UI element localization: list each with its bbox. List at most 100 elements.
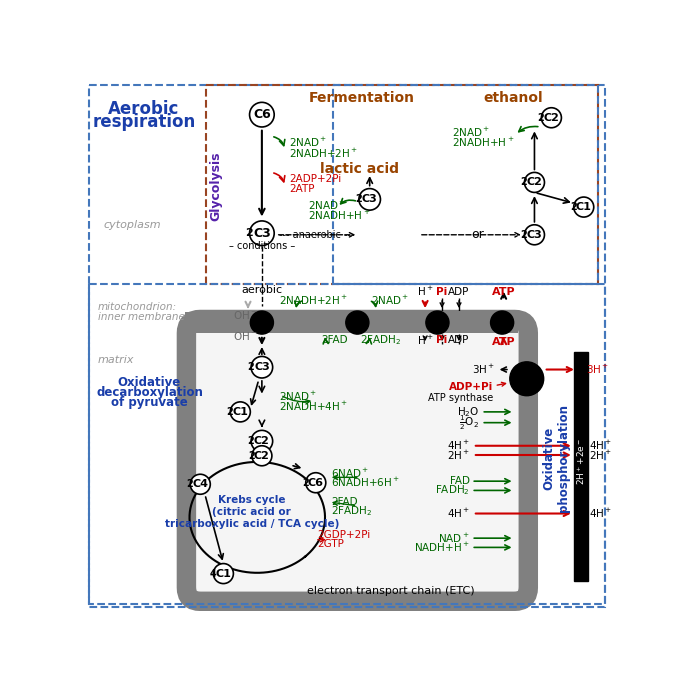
Text: ADP: ADP <box>448 335 470 345</box>
Text: H$^+$: H$^+$ <box>417 285 433 298</box>
Circle shape <box>491 311 514 334</box>
Text: 4: 4 <box>210 569 217 578</box>
Text: 4H$^+$: 4H$^+$ <box>589 507 613 520</box>
Text: NADH+H$^+$: NADH+H$^+$ <box>414 541 470 554</box>
Circle shape <box>525 225 544 245</box>
Text: 2: 2 <box>538 113 544 123</box>
Text: 2: 2 <box>248 451 255 461</box>
Text: C2: C2 <box>254 436 270 446</box>
Text: mitochondrion:: mitochondrion: <box>98 302 177 312</box>
Text: 2: 2 <box>570 202 577 212</box>
Text: decarboxylation: decarboxylation <box>96 386 203 399</box>
Text: $\frac{1}{2}$O$_2$: $\frac{1}{2}$O$_2$ <box>459 414 479 432</box>
Text: H$^+$: H$^+$ <box>417 333 433 347</box>
Text: C1: C1 <box>576 202 592 212</box>
Text: 4H$^+$: 4H$^+$ <box>589 439 613 452</box>
Text: 2FAD: 2FAD <box>322 335 349 345</box>
Text: ADP: ADP <box>448 287 470 297</box>
Text: 2GTP: 2GTP <box>318 539 344 549</box>
Text: C3: C3 <box>362 194 378 204</box>
Circle shape <box>510 362 544 396</box>
Text: 2NAD$^+$: 2NAD$^+$ <box>371 294 410 307</box>
Text: 2H$^+$: 2H$^+$ <box>447 449 470 462</box>
Text: or: or <box>471 228 484 241</box>
Text: 2: 2 <box>521 230 527 240</box>
Text: C2: C2 <box>527 178 542 187</box>
Text: OH$^-$: OH$^-$ <box>232 309 257 321</box>
Text: ADP+Pi: ADP+Pi <box>449 382 493 392</box>
Text: lactic acid: lactic acid <box>320 162 399 176</box>
Bar <box>200 311 515 339</box>
Text: Oxidative
phosphorylation: Oxidative phosphorylation <box>542 404 570 512</box>
Text: FADH$_2$: FADH$_2$ <box>435 484 470 497</box>
Text: C3: C3 <box>254 362 269 372</box>
Text: C1: C1 <box>232 407 248 417</box>
Text: 2: 2 <box>246 228 253 238</box>
Text: 2: 2 <box>227 407 234 417</box>
Text: 2ADP+2Pi: 2ADP+2Pi <box>289 174 341 184</box>
Circle shape <box>213 564 234 584</box>
Text: H$_2$O: H$_2$O <box>456 405 479 418</box>
Text: 3H$^+$: 3H$^+$ <box>471 363 494 376</box>
Text: of pyruvate: of pyruvate <box>111 396 188 409</box>
Text: 2NADH+4H$^+$: 2NADH+4H$^+$ <box>279 400 348 413</box>
Circle shape <box>525 172 544 193</box>
Bar <box>185 311 517 333</box>
Text: 2H$^+$+2e$^-$: 2H$^+$+2e$^-$ <box>575 438 587 485</box>
Text: Oxidative: Oxidative <box>118 376 181 389</box>
Text: aerobic: aerobic <box>241 285 282 295</box>
Text: 2NAD$^+$: 2NAD$^+$ <box>308 199 347 212</box>
Text: 2: 2 <box>521 178 527 187</box>
Text: --- anaerobic ---: --- anaerobic --- <box>279 230 354 240</box>
Text: 2NAD$^+$: 2NAD$^+$ <box>452 126 490 139</box>
Text: OH$^-$: OH$^-$ <box>232 331 257 342</box>
FancyBboxPatch shape <box>186 320 528 602</box>
Circle shape <box>359 189 380 210</box>
Text: 2FADH$_2$: 2FADH$_2$ <box>331 504 372 518</box>
Text: 2NADH+2H$^+$: 2NADH+2H$^+$ <box>279 294 348 307</box>
Circle shape <box>250 221 274 246</box>
Circle shape <box>542 108 561 128</box>
Text: 2: 2 <box>302 477 309 488</box>
Text: 2FAD: 2FAD <box>331 497 358 507</box>
Circle shape <box>573 197 594 217</box>
Text: – conditions –: – conditions – <box>229 241 295 251</box>
Text: cytoplasm: cytoplasm <box>104 220 161 230</box>
Text: inner membrane: inner membrane <box>98 312 185 322</box>
Text: 2: 2 <box>248 362 255 372</box>
Text: Glycolysis: Glycolysis <box>209 152 222 221</box>
Text: 3H$^+$: 3H$^+$ <box>586 363 609 376</box>
Circle shape <box>346 311 369 334</box>
Text: 2NAD$^+$: 2NAD$^+$ <box>289 136 327 149</box>
Circle shape <box>250 311 274 334</box>
Text: matrix: matrix <box>98 355 134 364</box>
Text: 2NAD$^+$: 2NAD$^+$ <box>279 390 317 403</box>
Text: 2ATP: 2ATP <box>289 185 314 194</box>
Circle shape <box>252 446 272 466</box>
Text: 2NADH+H$^+$: 2NADH+H$^+$ <box>308 209 371 222</box>
Circle shape <box>251 357 273 378</box>
Bar <box>575 352 588 581</box>
Text: C1: C1 <box>215 569 232 578</box>
Circle shape <box>306 473 326 493</box>
Text: 4H$^+$: 4H$^+$ <box>447 507 470 520</box>
Text: FAD: FAD <box>450 476 470 486</box>
Text: C6: C6 <box>308 477 324 488</box>
Text: C6: C6 <box>253 108 271 121</box>
Text: 2NADH+H$^+$: 2NADH+H$^+$ <box>452 136 515 149</box>
Text: 2FADH$_2$: 2FADH$_2$ <box>359 333 401 347</box>
Text: 2NADH+2H$^+$: 2NADH+2H$^+$ <box>289 147 358 160</box>
Text: respiration: respiration <box>93 113 196 131</box>
Text: 4H$^+$: 4H$^+$ <box>447 439 470 452</box>
Text: electron transport chain (ETC): electron transport chain (ETC) <box>307 586 475 595</box>
Text: 2: 2 <box>187 480 193 489</box>
Text: 2: 2 <box>355 194 362 204</box>
Text: ATP: ATP <box>492 337 515 347</box>
Text: Aerobic: Aerobic <box>108 100 180 118</box>
Text: Fermentation: Fermentation <box>309 91 415 105</box>
Circle shape <box>250 102 274 127</box>
Text: C3: C3 <box>253 227 271 239</box>
Text: 2H$^+$: 2H$^+$ <box>589 449 613 462</box>
Circle shape <box>426 311 449 334</box>
Text: ATP: ATP <box>492 287 515 297</box>
